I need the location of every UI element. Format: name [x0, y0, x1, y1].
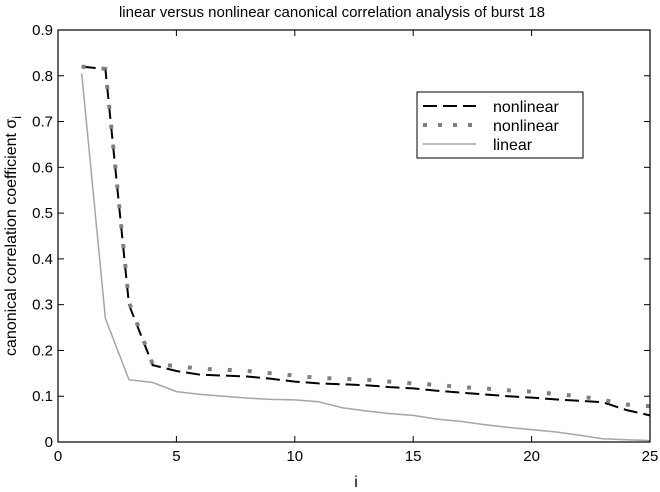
y-axis-label-main: canonical correlation coefficient σ	[3, 119, 20, 356]
x-tick-label: 0	[54, 448, 62, 465]
legend-items: nonlinear nonlinear linear	[423, 99, 560, 154]
plot-frame	[57, 29, 651, 443]
y-tick-label: 0.5	[32, 205, 53, 222]
y-tick-label: 0.8	[32, 68, 53, 85]
series-line-solid-linear	[80, 73, 651, 442]
legend-label: nonlinear	[493, 118, 560, 135]
plot-area	[80, 64, 651, 442]
x-tick-label: 10	[286, 448, 303, 465]
legend: nonlinear nonlinear linear	[416, 91, 584, 159]
y-tick-label: 0.6	[32, 159, 53, 176]
x-tick-label: 15	[405, 448, 422, 465]
y-tick-label: 0.7	[32, 114, 53, 131]
axis-ticks: 0 5 10 15 20 25 0 0.1 0.2 0.3 0.4 0.5 0.6 0.7 0.8 0.9	[32, 22, 658, 465]
x-tick-label: 5	[172, 448, 180, 465]
y-tick-label: 0.2	[32, 342, 53, 359]
y-tick-label: 0.1	[32, 388, 53, 405]
y-axis-label-subscript: i	[10, 116, 24, 119]
x-tick-label: 20	[523, 448, 540, 465]
x-axis-label: i	[354, 474, 358, 491]
chart-title: linear versus nonlinear canonical correl…	[119, 4, 545, 21]
legend-box	[416, 91, 584, 159]
y-tick-label: 0.3	[32, 297, 53, 314]
x-tick-label: 25	[642, 448, 659, 465]
legend-label: nonlinear	[493, 99, 560, 116]
y-tick-label: 0.9	[32, 22, 53, 39]
y-axis-label: canonical correlation coefficient σi	[3, 116, 24, 356]
legend-label: linear	[493, 137, 533, 154]
y-tick-label: 0.4	[32, 251, 53, 268]
y-tick-label: 0	[45, 434, 53, 451]
series-line-dashed-nonlinear	[81, 65, 651, 417]
